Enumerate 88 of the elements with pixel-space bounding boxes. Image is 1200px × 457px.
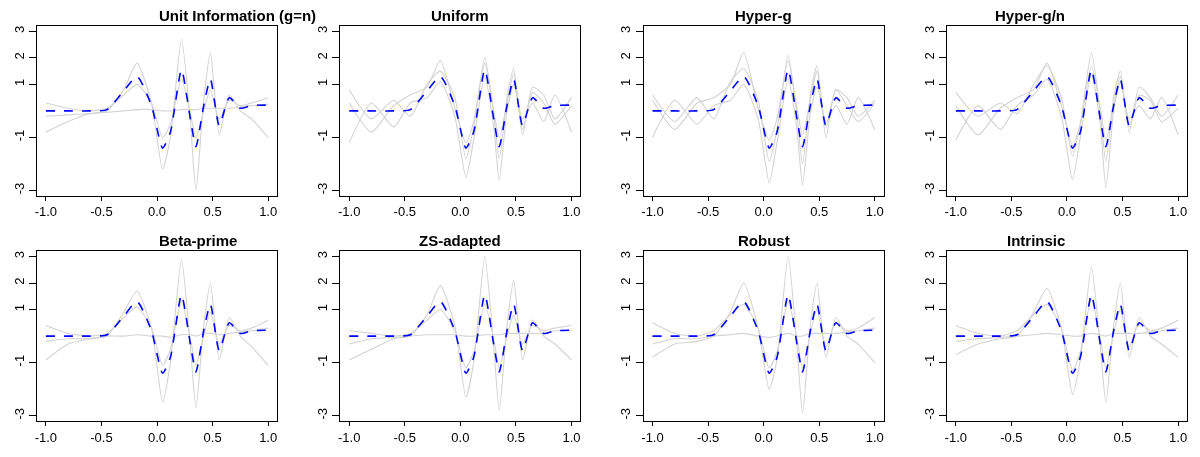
y-tick-label: 1 <box>921 78 937 87</box>
x-tick-label: -0.5 <box>393 429 416 445</box>
y-tick-label: 1 <box>315 78 331 87</box>
y-tick-label: -3 <box>921 407 937 420</box>
y-tick-label: 2 <box>11 277 27 285</box>
x-tick-label: -1.0 <box>34 429 58 445</box>
chart-title: Hyper-g/n <box>995 7 1066 24</box>
y-tick-label: -3 <box>921 182 937 195</box>
chart-title: Robust <box>738 232 790 249</box>
x-tick-label: 0.0 <box>451 429 470 445</box>
y-tick-label: -1 <box>315 129 331 142</box>
x-tick-label: -1.0 <box>641 204 664 220</box>
x-tick-label: -1.0 <box>641 429 664 445</box>
y-tick-label: -3 <box>315 407 331 420</box>
y-tick-label: 1 <box>11 303 27 312</box>
x-tick-label: -0.5 <box>90 204 113 220</box>
x-tick-label: 1.0 <box>562 204 581 220</box>
x-tick-label: 1.0 <box>562 429 581 445</box>
chart-title: Unit Information (g=n) <box>159 7 317 24</box>
x-tick-label: -1.0 <box>34 204 58 220</box>
x-tick-label: 0.5 <box>810 204 829 220</box>
x-tick-label: -0.5 <box>1000 204 1023 220</box>
chart-title: Beta-prime <box>159 232 238 249</box>
x-tick-label: 0.5 <box>506 204 525 220</box>
y-tick-label: 3 <box>618 25 634 33</box>
x-tick-label: 1.0 <box>1169 429 1188 445</box>
y-tick-label: 2 <box>921 277 937 285</box>
x-tick-label: 0.0 <box>1057 204 1077 220</box>
y-tick-label: 1 <box>618 303 634 312</box>
x-tick-label: -0.5 <box>90 429 113 445</box>
y-tick-label: 1 <box>921 303 937 312</box>
x-tick-label: -1.0 <box>944 429 968 445</box>
y-tick-label: -3 <box>315 182 331 195</box>
x-tick-label: 0.5 <box>203 429 222 445</box>
y-tick-label: -3 <box>618 182 634 195</box>
x-tick-label: 0.5 <box>506 429 525 445</box>
y-tick-label: 3 <box>618 250 634 259</box>
chart-title: ZS-adapted <box>419 232 501 249</box>
y-tick-label: -3 <box>618 407 634 420</box>
chart-title: Intrinsic <box>1007 232 1066 249</box>
x-tick-label: 1.0 <box>865 204 884 220</box>
x-tick-label: -0.5 <box>696 204 720 220</box>
y-tick-label: -1 <box>11 354 27 367</box>
chart-title: Uniform <box>431 7 489 24</box>
y-tick-label: 2 <box>11 52 27 60</box>
x-tick-label: 1.0 <box>1169 204 1188 220</box>
x-tick-label: 0.0 <box>1057 429 1077 445</box>
y-tick-label: 3 <box>11 25 27 33</box>
y-tick-label: 3 <box>11 250 27 259</box>
x-tick-label: 0.0 <box>754 204 773 220</box>
y-tick-label: -1 <box>921 354 937 367</box>
y-tick-label: 2 <box>315 277 331 285</box>
y-tick-label: -3 <box>11 182 27 195</box>
y-tick-label: 3 <box>921 25 937 33</box>
x-tick-label: 1.0 <box>259 204 278 220</box>
x-tick-label: -1.0 <box>944 204 968 220</box>
x-tick-label: 0.0 <box>147 204 167 220</box>
x-tick-label: 0.5 <box>203 204 222 220</box>
x-tick-label: -0.5 <box>1000 429 1023 445</box>
y-tick-label: -1 <box>11 129 27 142</box>
y-tick-label: -3 <box>11 407 27 420</box>
x-tick-label: 1.0 <box>259 429 278 445</box>
y-tick-label: 2 <box>618 277 634 285</box>
y-tick-label: -1 <box>618 129 634 142</box>
x-tick-label: -0.5 <box>393 204 416 220</box>
y-tick-label: 1 <box>618 78 634 87</box>
x-tick-label: 0.0 <box>147 429 167 445</box>
y-tick-label: -1 <box>921 129 937 142</box>
x-tick-label: -1.0 <box>338 204 361 220</box>
x-tick-label: -0.5 <box>696 429 720 445</box>
y-tick-label: 1 <box>11 78 27 87</box>
x-tick-label: 0.5 <box>1113 429 1132 445</box>
y-tick-label: 2 <box>921 52 937 60</box>
y-tick-label: 2 <box>618 52 634 60</box>
x-tick-label: 1.0 <box>865 429 884 445</box>
y-tick-label: 1 <box>315 303 331 312</box>
y-tick-label: -1 <box>315 354 331 367</box>
y-tick-label: -1 <box>618 354 634 367</box>
y-tick-label: 3 <box>315 25 331 33</box>
chart-title: Hyper-g <box>735 7 792 24</box>
x-tick-label: 0.0 <box>451 204 470 220</box>
x-tick-label: -1.0 <box>338 429 361 445</box>
x-tick-label: 0.5 <box>1113 204 1132 220</box>
y-tick-label: 3 <box>921 250 937 259</box>
y-tick-label: 2 <box>315 52 331 60</box>
x-tick-label: 0.5 <box>810 429 829 445</box>
x-tick-label: 0.0 <box>754 429 773 445</box>
y-tick-label: 3 <box>315 250 331 259</box>
